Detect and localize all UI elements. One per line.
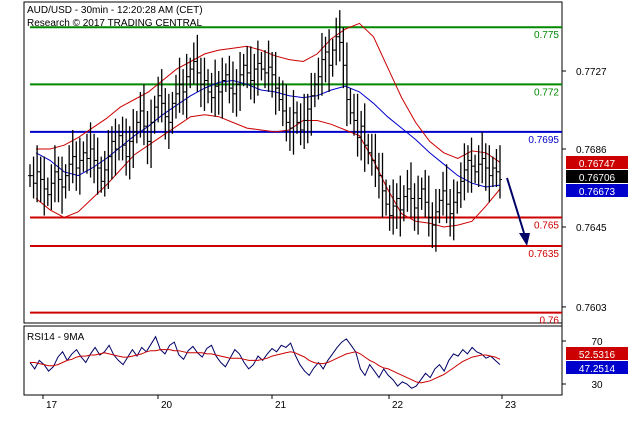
price-badge-text: 0.76673 <box>579 187 616 198</box>
price-badge-box <box>566 184 628 197</box>
level-label: 0.765 <box>534 220 559 231</box>
level-label: 0.7635 <box>528 249 559 260</box>
y-tick-label: 0.7645 <box>576 223 607 234</box>
x-tick-label: 23 <box>505 400 517 411</box>
rsi-badge-text: 52.5316 <box>579 350 616 361</box>
x-tick-label: 22 <box>392 400 404 411</box>
rsi-tick-label: 70 <box>591 337 603 348</box>
price-badges: 0.76747 0.76706 0.76673 52.5316 47.2514 <box>566 156 628 375</box>
rsi-lines <box>29 335 501 389</box>
indicator-bollinger-lower <box>35 114 501 228</box>
axis-labels: 0.7603 0.7645 0.7686 0.7727 70 30 17 20 21 22 23 <box>42 67 607 411</box>
rsi-badge-box <box>566 347 628 360</box>
rsi-label: RSI14 - 9MA <box>27 332 85 343</box>
rsi-tick-label: 30 <box>591 380 603 391</box>
price-badge-text: 0.76747 <box>579 159 616 170</box>
level-label: 0.7695 <box>528 135 559 146</box>
rsi-series-9ma <box>30 349 501 384</box>
copyright-text: Research © 2017 TRADING CENTRAL <box>27 18 202 29</box>
y-tick-label: 0.7727 <box>576 67 607 78</box>
rsi-badge-box <box>566 361 628 374</box>
y-tick-label: 0.7603 <box>576 303 607 314</box>
rsi-series-rsi14 <box>29 335 501 389</box>
rsi-badge-text: 47.2514 <box>579 364 616 375</box>
price-badge-box <box>566 170 628 183</box>
chart-title: AUD/USD - 30min - 12:20:28 AM (CET) <box>27 5 203 16</box>
price-panel-frame <box>23 1 563 324</box>
x-tick-label: 17 <box>46 400 58 411</box>
price-badge-box <box>566 156 628 169</box>
rsi-panel-frame <box>23 325 563 396</box>
price-badge-text: 0.76706 <box>579 173 616 184</box>
x-tick-label: 21 <box>275 400 287 411</box>
level-label: 0.76 <box>540 316 560 327</box>
price-bars <box>28 10 502 252</box>
level-label: 0.772 <box>534 87 559 98</box>
x-tick-label: 20 <box>161 400 173 411</box>
y-tick-label: 0.7686 <box>576 145 607 156</box>
level-label: 0.775 <box>534 30 559 41</box>
forecast-arrow-icon <box>506 177 530 246</box>
